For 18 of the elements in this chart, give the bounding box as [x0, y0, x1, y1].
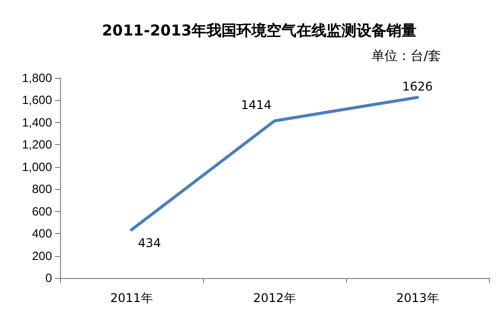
- y-tick-label: 1,000: [22, 160, 52, 174]
- y-tick-label: 0: [45, 271, 52, 285]
- y-tick-label: 1,400: [22, 115, 52, 130]
- x-tick-label: 2013年: [396, 291, 439, 305]
- data-label: 1414: [240, 98, 272, 112]
- y-tick-label: 200: [32, 248, 52, 263]
- y-tick-label: 1,800: [22, 71, 52, 85]
- y-tick-label: 1,200: [22, 138, 52, 152]
- y-tick-label: 400: [32, 226, 52, 241]
- data-label: 434: [138, 236, 161, 250]
- data-label: 1626: [402, 79, 433, 94]
- y-tick-label: 1,600: [22, 93, 52, 108]
- y-tick-label: 800: [32, 182, 52, 196]
- y-tick-label: 600: [32, 204, 52, 218]
- x-tick-label: 2012年: [253, 291, 296, 305]
- chart-title: 2011-2013年我国环境空气在线监测设备销量: [102, 22, 417, 40]
- chart-subtitle: 单位：台/套: [372, 49, 442, 64]
- x-tick-label: 2011年: [110, 291, 153, 305]
